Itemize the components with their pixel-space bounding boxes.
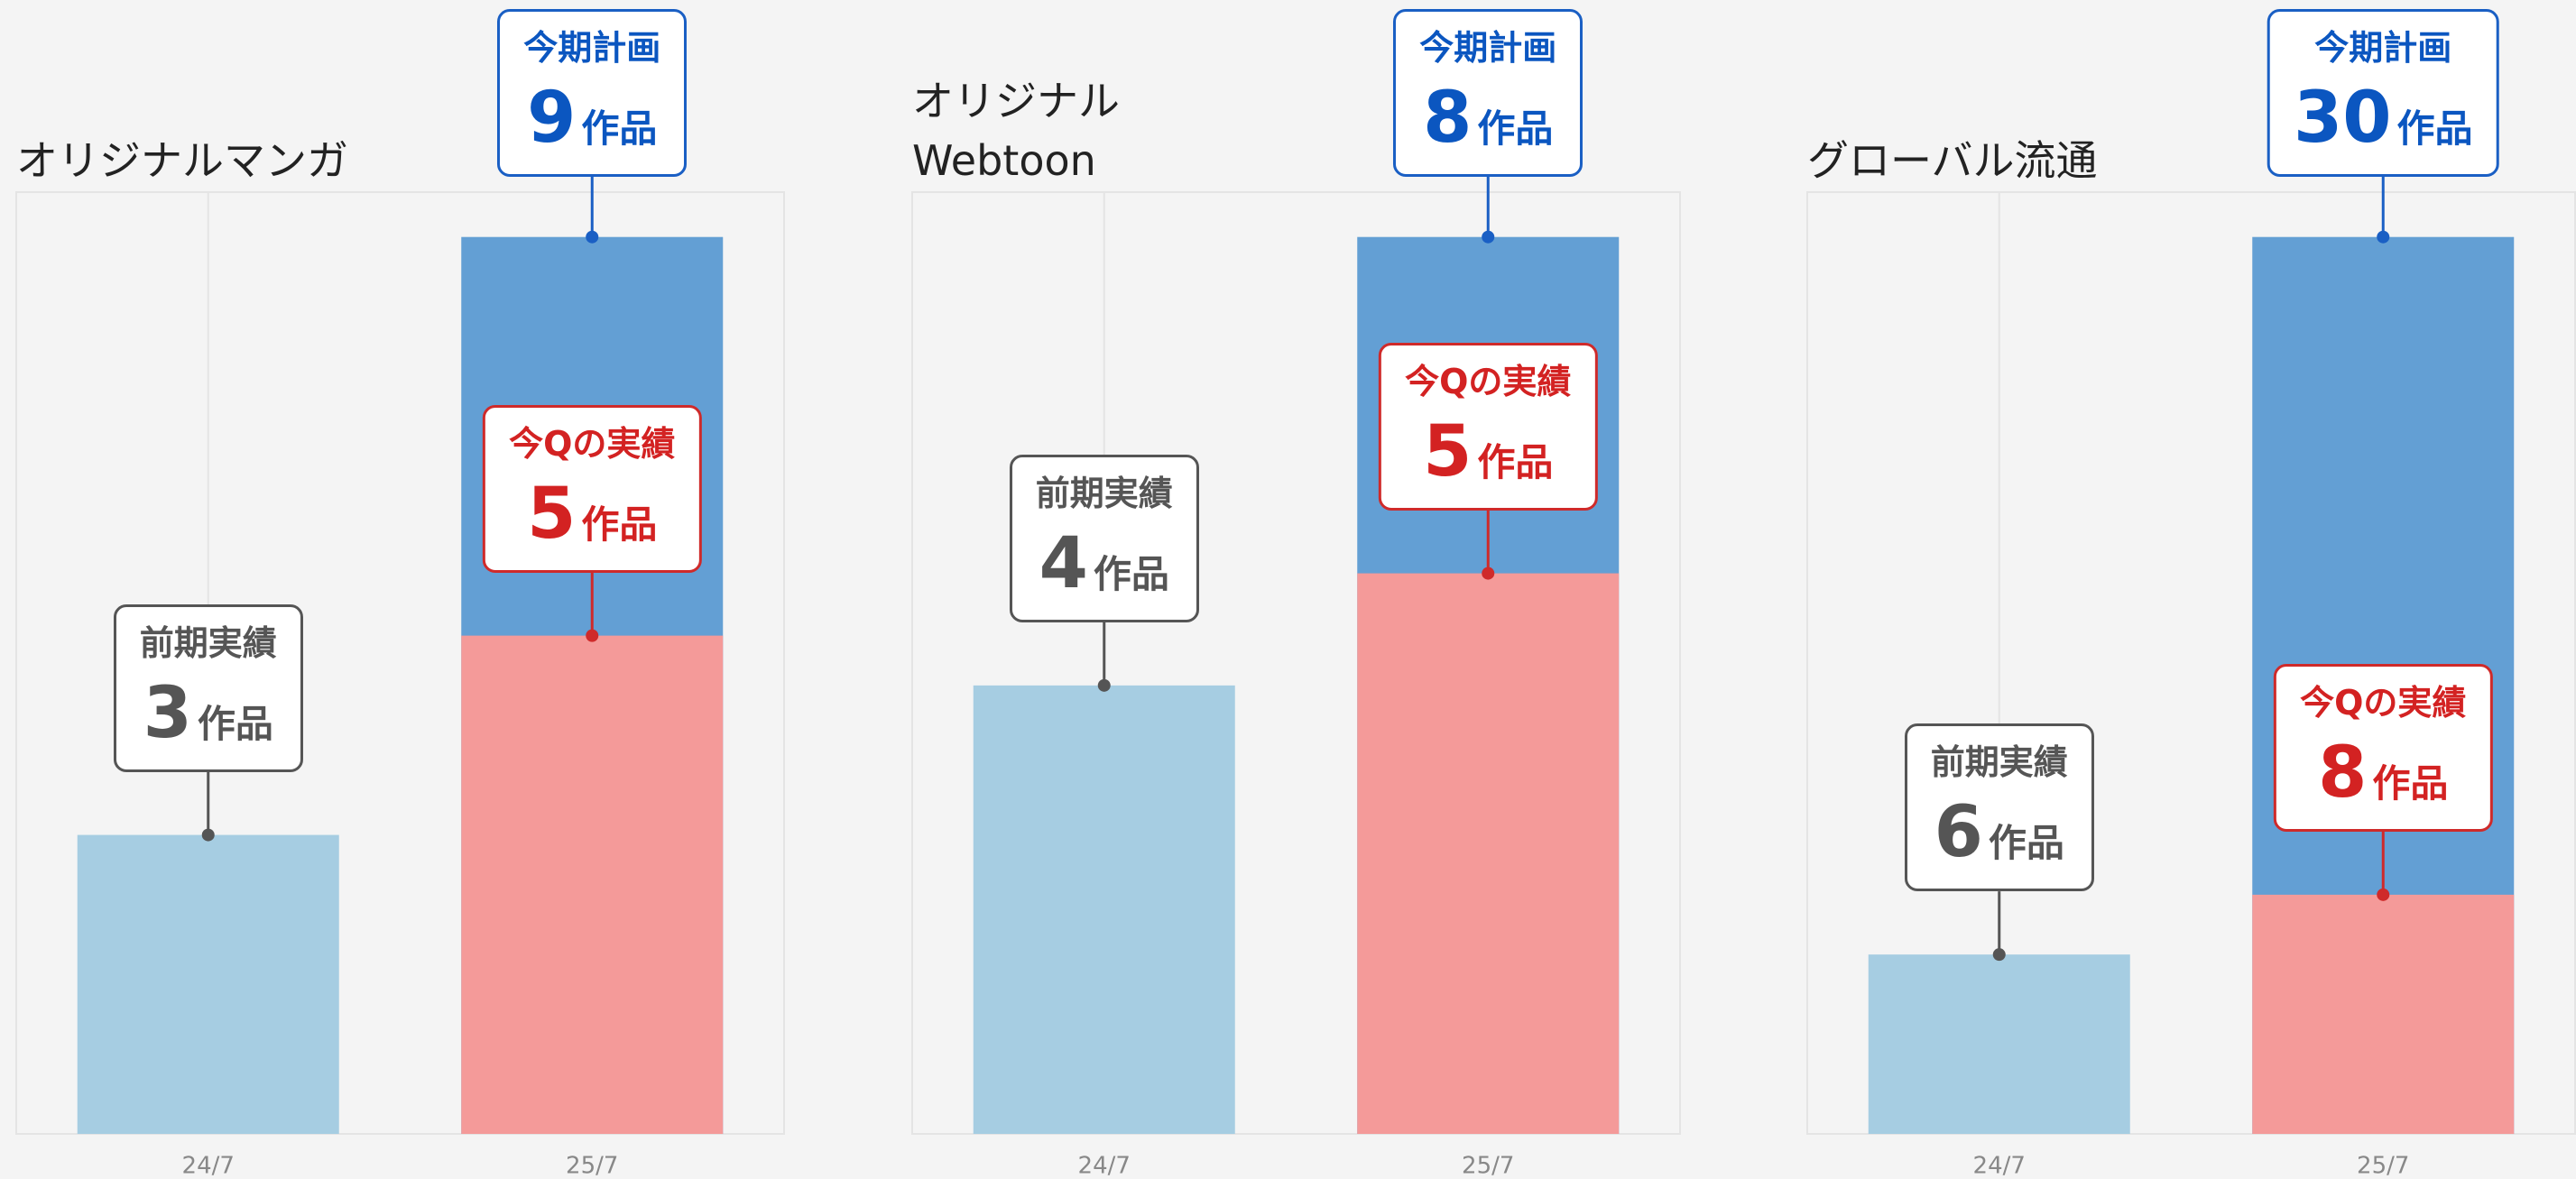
callout-unit: 作品 xyxy=(197,701,273,746)
callout: 今Qの実績 5 作品 xyxy=(483,404,702,573)
callout: 前期実績 3 作品 xyxy=(113,603,303,772)
chart-title: グローバル流通 xyxy=(1807,136,2098,185)
callout-series-name: 前期実績 xyxy=(1035,473,1173,513)
callout-series-name: 今期計画 xyxy=(523,28,661,68)
callout-value: 9 xyxy=(527,78,577,159)
x-tick-label: 24/7 xyxy=(1973,1153,2026,1179)
plot-frame xyxy=(1806,191,2576,1135)
callout-value-line: 3 作品 xyxy=(140,670,277,768)
callout-series-name: 前期実績 xyxy=(1930,742,2068,783)
bar xyxy=(1357,573,1620,1134)
callout-unit: 作品 xyxy=(2372,760,2449,806)
callout-value-line: 8 作品 xyxy=(1419,75,1556,172)
x-tick-label: 25/7 xyxy=(1462,1153,1514,1179)
callout: 今Qの実績 5 作品 xyxy=(1379,342,1598,511)
callout: 今期計画 8 作品 xyxy=(1393,9,1583,177)
callout-series-name: 今Qの実績 xyxy=(509,423,676,464)
callout-dot xyxy=(1482,230,1495,244)
callout-value: 4 xyxy=(1039,522,1088,604)
callout-unit: 作品 xyxy=(581,106,658,151)
plot-frame xyxy=(15,191,785,1135)
callout-series-name: 前期実績 xyxy=(139,622,277,663)
callout-unit: 作品 xyxy=(1477,106,1554,151)
bar xyxy=(77,834,339,1134)
callout-unit: 作品 xyxy=(1093,551,1169,596)
bar xyxy=(973,685,1235,1134)
chart-title: オリジナル Webtoon xyxy=(912,77,1120,185)
callout: 今期計画 30 作品 xyxy=(2267,9,2499,177)
bar xyxy=(1868,954,2130,1134)
callout-dot xyxy=(586,629,599,642)
callout-value-line: 9 作品 xyxy=(523,75,660,172)
x-tick-label: 24/7 xyxy=(182,1153,235,1179)
callout-dot xyxy=(201,828,215,842)
callout-dot xyxy=(586,230,599,244)
bar xyxy=(2252,894,2515,1134)
callout: 今Qの実績 8 作品 xyxy=(2274,663,2493,832)
callout-dot xyxy=(1992,948,2006,962)
callout-unit: 作品 xyxy=(1988,821,2064,866)
callout-unit: 作品 xyxy=(2396,106,2473,151)
callout-unit: 作品 xyxy=(581,502,658,547)
x-tick-label: 24/7 xyxy=(1078,1153,1131,1179)
callout-dot xyxy=(1482,566,1495,580)
callout-value: 3 xyxy=(143,672,192,754)
callout-dot xyxy=(2377,230,2390,244)
callout-value-line: 4 作品 xyxy=(1036,520,1173,618)
chart-title: オリジナルマンガ xyxy=(16,136,348,185)
callout-series-name: 今期計画 xyxy=(1419,28,1557,68)
callout-value-line: 5 作品 xyxy=(1405,409,1571,506)
callout-value: 8 xyxy=(2318,732,2368,814)
callout-dot xyxy=(2377,888,2390,901)
callout-value-line: 6 作品 xyxy=(1931,789,2068,887)
x-tick-label: 25/7 xyxy=(2357,1153,2409,1179)
callout-value: 5 xyxy=(527,473,577,555)
callout-value-line: 5 作品 xyxy=(509,471,675,568)
callout-value-line: 30 作品 xyxy=(2294,75,2473,172)
callout-series-name: 今期計画 xyxy=(2314,28,2452,68)
callout-unit: 作品 xyxy=(1477,439,1554,484)
callout: 前期実績 4 作品 xyxy=(1009,454,1199,622)
callout-value: 6 xyxy=(1934,792,1983,874)
callout-series-name: 今Qの実績 xyxy=(2300,682,2467,723)
callout-value: 8 xyxy=(1423,78,1473,159)
callout-series-name: 今Qの実績 xyxy=(1405,361,1572,401)
bar xyxy=(461,635,724,1134)
callout-value: 30 xyxy=(2293,78,2392,159)
callout-value-line: 8 作品 xyxy=(2300,730,2466,827)
callout-value: 5 xyxy=(1423,410,1473,493)
callout: 前期実績 6 作品 xyxy=(1904,723,2094,892)
x-tick-label: 25/7 xyxy=(566,1153,618,1179)
plot-frame xyxy=(911,191,1681,1135)
callout-dot xyxy=(1097,678,1111,692)
callout: 今期計画 9 作品 xyxy=(497,9,688,177)
